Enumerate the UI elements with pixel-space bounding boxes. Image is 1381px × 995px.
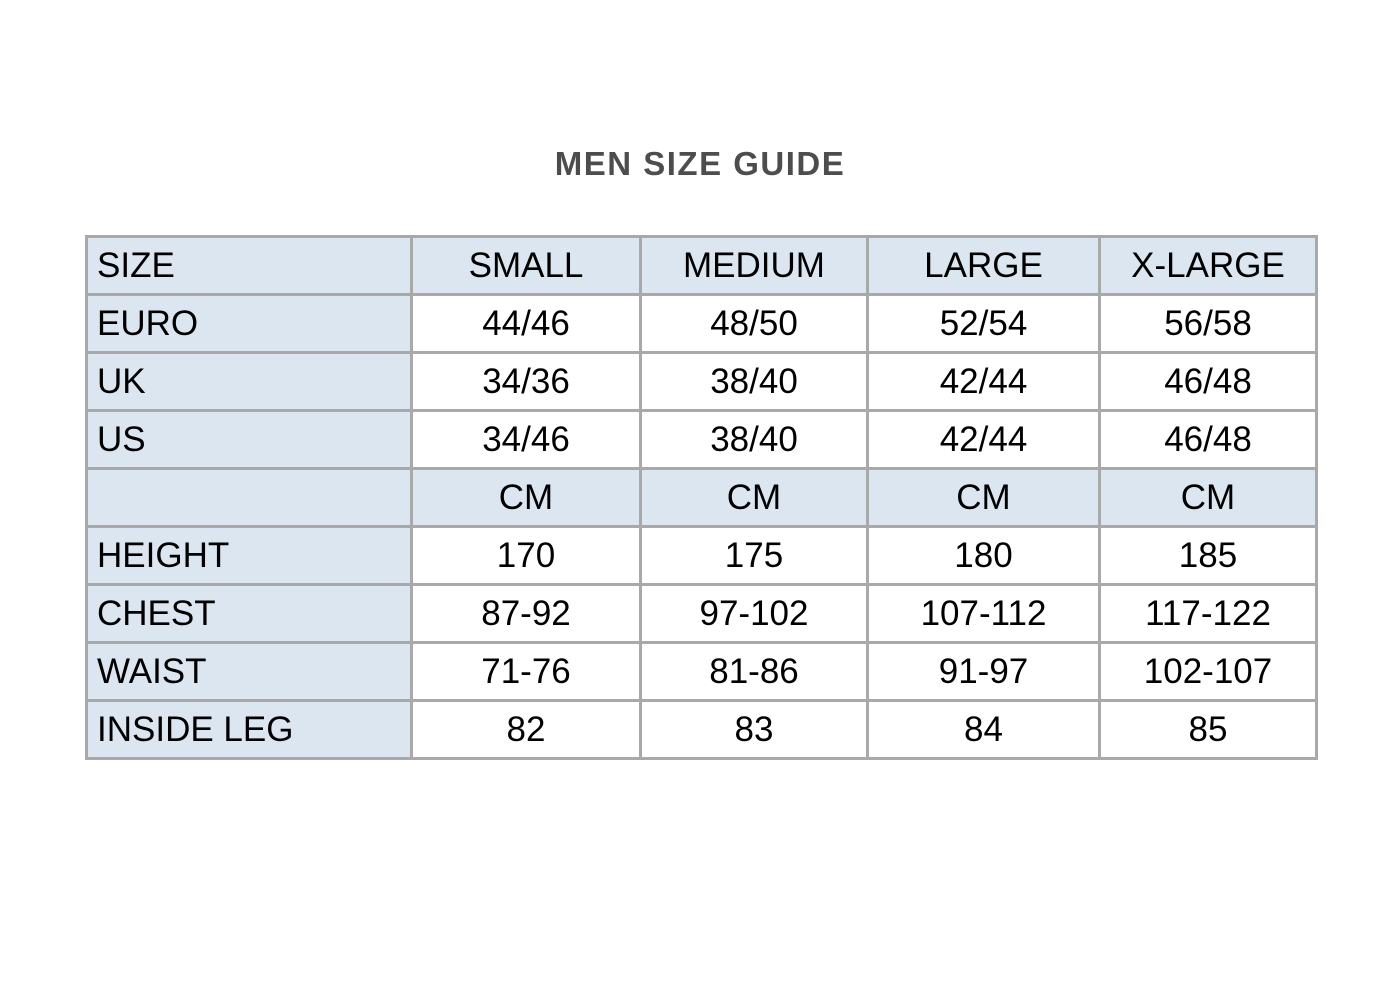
page-title: MEN SIZE GUIDE	[554, 145, 846, 182]
table-row-chest: CHEST 87-92 97-102 107-112 117-122	[85, 583, 1318, 644]
size-cell: 180	[866, 525, 1101, 586]
row-label-empty	[85, 467, 413, 528]
header-cell-medium: MEDIUM	[639, 235, 869, 296]
table-row-inside-leg: INSIDE LEG 82 83 84 85	[85, 699, 1318, 760]
men-size-table: SIZE SMALL MEDIUM LARGE X-LARGE EURO 44/…	[85, 235, 1318, 760]
header-cell-small: SMALL	[410, 235, 642, 296]
header-cell-large: LARGE	[866, 235, 1101, 296]
unit-cell: CM	[866, 467, 1101, 528]
size-cell: 87-92	[410, 583, 642, 644]
unit-cell: CM	[639, 467, 869, 528]
size-cell: 42/44	[866, 409, 1101, 470]
unit-cell: CM	[1098, 467, 1318, 528]
size-cell: 82	[410, 699, 642, 760]
size-cell: 97-102	[639, 583, 869, 644]
size-cell: 46/48	[1098, 409, 1318, 470]
size-cell: 52/54	[866, 293, 1101, 354]
size-cell: 42/44	[866, 351, 1101, 412]
size-cell: 107-112	[866, 583, 1101, 644]
row-label-waist: WAIST	[85, 641, 413, 702]
size-cell: 91-97	[866, 641, 1101, 702]
header-cell-size: SIZE	[85, 235, 413, 296]
size-cell: 46/48	[1098, 351, 1318, 412]
size-cell: 71-76	[410, 641, 642, 702]
table-row-cm-units: CM CM CM CM	[85, 467, 1318, 528]
table-row-uk: UK 34/36 38/40 42/44 46/48	[85, 351, 1318, 412]
row-label-uk: UK	[85, 351, 413, 412]
row-label-chest: CHEST	[85, 583, 413, 644]
table-row-waist: WAIST 71-76 81-86 91-97 102-107	[85, 641, 1318, 702]
size-cell: 38/40	[639, 351, 869, 412]
size-cell: 85	[1098, 699, 1318, 760]
table-row-euro: EURO 44/46 48/50 52/54 56/58	[85, 293, 1318, 354]
table-header-row: SIZE SMALL MEDIUM LARGE X-LARGE	[85, 235, 1318, 296]
size-cell: 81-86	[639, 641, 869, 702]
table-row-us: US 34/46 38/40 42/44 46/48	[85, 409, 1318, 470]
header-cell-x-large: X-LARGE	[1098, 235, 1318, 296]
size-cell: 83	[639, 699, 869, 760]
row-label-euro: EURO	[85, 293, 413, 354]
size-cell: 34/46	[410, 409, 642, 470]
row-label-height: HEIGHT	[85, 525, 413, 586]
size-cell: 185	[1098, 525, 1318, 586]
size-cell: 34/36	[410, 351, 642, 412]
size-cell: 48/50	[639, 293, 869, 354]
size-cell: 84	[866, 699, 1101, 760]
unit-cell: CM	[410, 467, 642, 528]
size-cell: 117-122	[1098, 583, 1318, 644]
size-cell: 102-107	[1098, 641, 1318, 702]
row-label-inside-leg: INSIDE LEG	[85, 699, 413, 760]
size-cell: 170	[410, 525, 642, 586]
table-row-height: HEIGHT 170 175 180 185	[85, 525, 1318, 586]
size-cell: 56/58	[1098, 293, 1318, 354]
row-label-us: US	[85, 409, 413, 470]
size-cell: 44/46	[410, 293, 642, 354]
size-cell: 38/40	[639, 409, 869, 470]
size-cell: 175	[639, 525, 869, 586]
